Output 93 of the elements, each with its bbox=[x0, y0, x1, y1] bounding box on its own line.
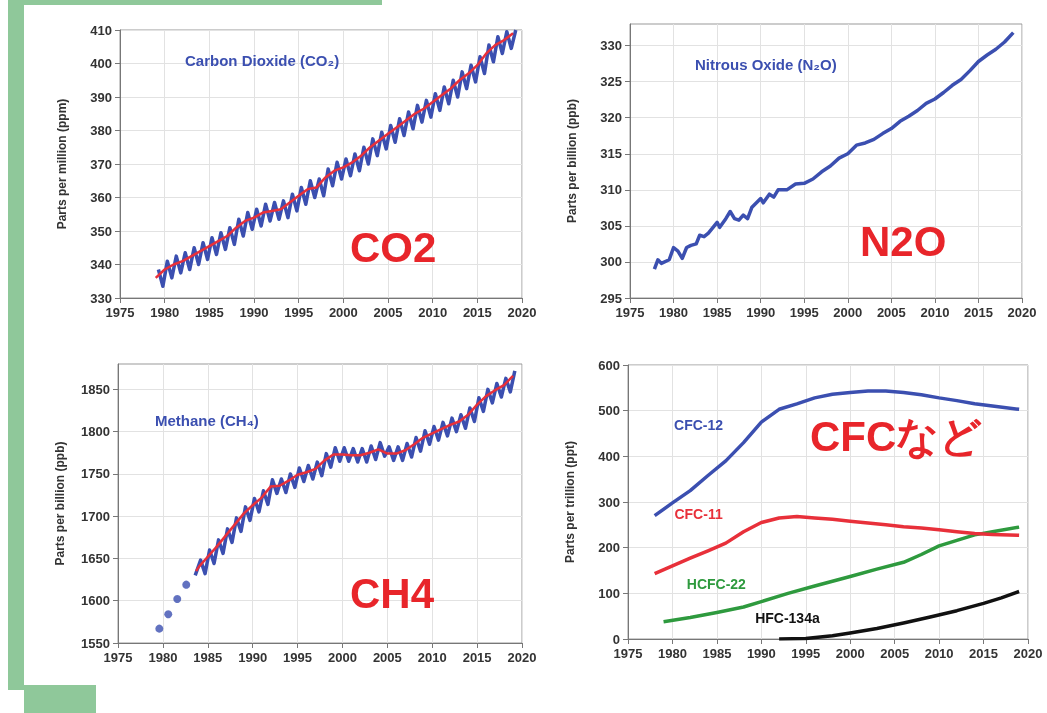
annotation: N2O bbox=[860, 217, 947, 265]
x-tick-label: 2020 bbox=[507, 305, 537, 320]
y-tick-label: 200 bbox=[598, 540, 620, 556]
x-tick-label: 2010 bbox=[417, 650, 447, 665]
y-tick-label: 1800 bbox=[81, 424, 110, 440]
annotation: CH4 bbox=[350, 569, 435, 617]
x-tick-label: 2020 bbox=[1007, 305, 1037, 320]
x-tick-label: 2015 bbox=[462, 305, 492, 320]
x-tick-label: 1995 bbox=[283, 650, 313, 665]
text: Nitrous Oxide (N₂O) bbox=[695, 56, 837, 73]
series-label: CFC-12 bbox=[674, 416, 724, 433]
y-tick-label: 320 bbox=[600, 110, 622, 126]
y-tick-label: 1650 bbox=[81, 550, 110, 566]
y-tick-label: 295 bbox=[600, 290, 622, 306]
x-tick-label: 1990 bbox=[239, 305, 269, 320]
point bbox=[164, 610, 173, 619]
y-tick-label: 300 bbox=[600, 254, 622, 270]
x-tick-label: 1975 bbox=[105, 305, 135, 320]
text: Carbon Dioxide (CO₂) bbox=[185, 52, 340, 69]
series-label: HFC-134a bbox=[755, 609, 820, 626]
y-tick-label: 1850 bbox=[81, 381, 110, 397]
series-label: HCFC-22 bbox=[686, 575, 747, 592]
x-tick-label: 2000 bbox=[327, 650, 357, 665]
x-tick-label: 2020 bbox=[1013, 646, 1043, 661]
x-tick-label: 1975 bbox=[615, 305, 645, 320]
x-tick-label: 1985 bbox=[702, 305, 732, 320]
line-series bbox=[652, 30, 1016, 271]
y-tick-label: 1600 bbox=[81, 593, 110, 609]
x-tick-label: 1995 bbox=[791, 646, 821, 661]
series-label: CFC-11 bbox=[674, 505, 723, 522]
y-tick-label: 400 bbox=[90, 56, 112, 71]
y-tick-label: 310 bbox=[600, 182, 622, 198]
y-axis-title: Parts per billion (ppb) bbox=[53, 441, 67, 566]
x-tick-label: 2010 bbox=[418, 305, 448, 320]
y-tick-label: 400 bbox=[598, 448, 620, 464]
x-tick-label: 1995 bbox=[284, 305, 314, 320]
x-tick-label: 2000 bbox=[328, 305, 358, 320]
x-tick-label: 1985 bbox=[193, 650, 223, 665]
line-series bbox=[661, 525, 1021, 624]
annotation: CO2 bbox=[350, 223, 437, 271]
x-tick-label: 2005 bbox=[880, 646, 910, 661]
y-tick-label: 100 bbox=[598, 585, 620, 601]
y-axis-title: Parts per billion (ppb) bbox=[565, 98, 579, 224]
annotation: CFCなど bbox=[810, 412, 983, 460]
x-tick-label: 2010 bbox=[920, 305, 950, 320]
x-tick-label: 2020 bbox=[507, 650, 537, 665]
x-tick-label: 1990 bbox=[238, 650, 268, 665]
y-tick-label: 1750 bbox=[81, 466, 110, 482]
y-tick-label: 380 bbox=[90, 123, 112, 138]
x-tick-label: 1990 bbox=[746, 646, 776, 661]
y-tick-label: 340 bbox=[90, 257, 112, 272]
point bbox=[173, 595, 182, 604]
x-tick-label: 2000 bbox=[835, 646, 865, 661]
x-tick-label: 1975 bbox=[613, 646, 643, 661]
x-tick-label: 1990 bbox=[746, 305, 776, 320]
x-tick-label: 1985 bbox=[194, 305, 224, 320]
y-axis-title: Parts per trillion (ppt) bbox=[563, 440, 577, 564]
x-tick-label: 2005 bbox=[876, 305, 906, 320]
x-tick-label: 1985 bbox=[702, 646, 732, 661]
y-tick-label: 1550 bbox=[81, 635, 110, 651]
y-tick-label: 330 bbox=[600, 38, 622, 54]
y-tick-label: 370 bbox=[90, 156, 112, 172]
x-tick-label: 2015 bbox=[963, 305, 993, 320]
y-tick-label: 315 bbox=[600, 146, 622, 162]
x-tick-label: 2005 bbox=[372, 650, 402, 665]
x-tick-label: 2015 bbox=[462, 650, 492, 665]
x-tick-label: 1995 bbox=[789, 305, 819, 320]
x-tick-label: 1980 bbox=[150, 305, 180, 320]
y-tick-label: 0 bbox=[612, 631, 620, 647]
point bbox=[182, 580, 191, 589]
y-tick-label: 325 bbox=[600, 74, 622, 90]
y-axis-title: Parts per million (ppm) bbox=[55, 98, 69, 230]
y-tick-label: 305 bbox=[600, 218, 622, 234]
x-tick-label: 2005 bbox=[373, 305, 403, 320]
y-tick-label: 360 bbox=[90, 190, 112, 205]
line-series bbox=[652, 389, 1021, 518]
text: Methane (CH₄) bbox=[155, 412, 259, 429]
y-tick-label: 330 bbox=[90, 290, 112, 306]
x-tick-label: 1980 bbox=[659, 305, 689, 320]
x-tick-label: 2000 bbox=[833, 305, 863, 320]
x-tick-label: 1980 bbox=[148, 650, 178, 665]
y-tick-label: 410 bbox=[90, 22, 112, 38]
x-tick-label: 1980 bbox=[657, 646, 687, 661]
y-tick-label: 390 bbox=[90, 89, 112, 105]
y-tick-label: 1700 bbox=[81, 508, 110, 524]
x-tick-label: 2015 bbox=[969, 646, 999, 661]
y-tick-label: 300 bbox=[598, 494, 620, 510]
y-tick-label: 500 bbox=[598, 403, 620, 419]
x-tick-label: 1975 bbox=[103, 650, 133, 665]
point bbox=[155, 624, 164, 633]
y-tick-label: 600 bbox=[598, 357, 620, 373]
y-tick-label: 350 bbox=[90, 223, 112, 239]
x-tick-label: 2010 bbox=[924, 646, 954, 661]
